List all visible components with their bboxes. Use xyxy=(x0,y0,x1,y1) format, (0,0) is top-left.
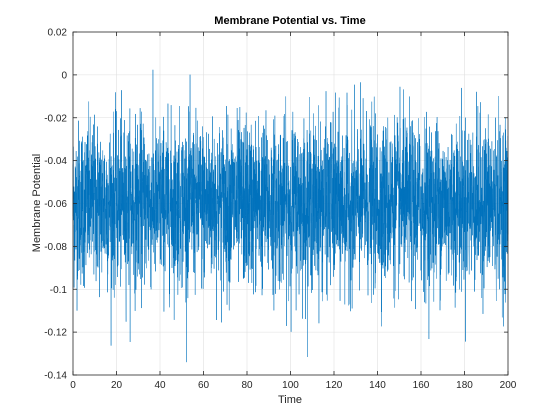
y-tick-label: -0.14 xyxy=(44,371,67,382)
x-tick-label: 100 xyxy=(282,380,299,391)
y-tick-label: -0.02 xyxy=(44,113,67,124)
x-axis-ticks: 0 20 40 60 80 100 120 140 160 180 200 xyxy=(70,32,517,391)
y-tick-label: -0.12 xyxy=(44,328,67,339)
y-tick-label: -0.06 xyxy=(44,199,67,210)
x-tick-label: 120 xyxy=(326,380,343,391)
x-tick-label: 80 xyxy=(241,380,253,391)
series-layer xyxy=(72,69,509,363)
y-tick-label: -0.08 xyxy=(44,242,67,253)
y-tick-label: 0 xyxy=(61,70,67,81)
grid xyxy=(73,32,508,375)
x-tick-label: 200 xyxy=(500,380,517,391)
membrane-potential-series-line xyxy=(72,69,509,363)
x-tick-label: 180 xyxy=(456,380,473,391)
x-tick-label: 20 xyxy=(111,380,123,391)
y-tick-label: -0.04 xyxy=(44,156,67,167)
x-axis-title: Time xyxy=(278,394,302,406)
x-tick-label: 160 xyxy=(413,380,430,391)
y-axis-title: Membrane Potential xyxy=(31,154,43,252)
x-tick-label: 40 xyxy=(154,380,166,391)
y-axis-ticks: -0.14 -0.12 -0.1 -0.08 -0.06 -0.04 -0.02 0 0.02 xyxy=(44,28,508,382)
chart-title: Membrane Potential vs. Time xyxy=(214,15,365,27)
x-tick-label: 0 xyxy=(70,380,76,391)
y-tick-label: -0.1 xyxy=(50,285,68,296)
y-tick-label: 0.02 xyxy=(48,28,68,39)
x-tick-label: 60 xyxy=(198,380,210,391)
x-tick-label: 140 xyxy=(369,380,386,391)
